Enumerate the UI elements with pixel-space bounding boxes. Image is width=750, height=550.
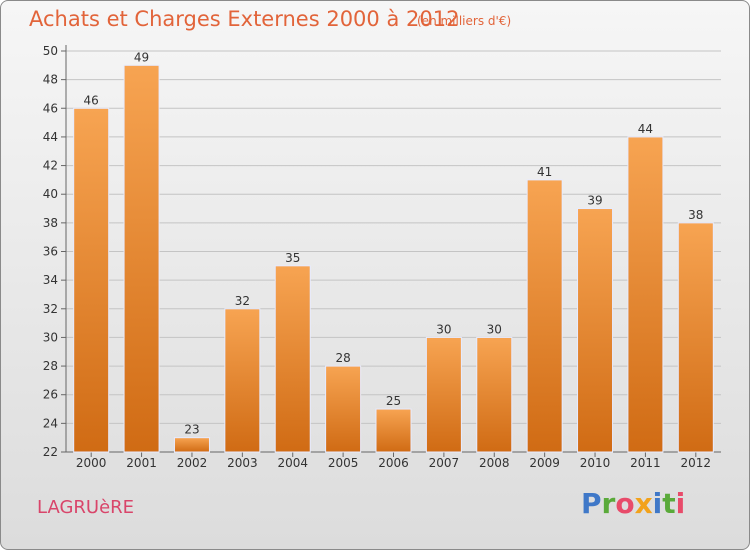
x-tick-label: 2006 xyxy=(378,456,409,470)
x-tick-label: 2011 xyxy=(630,456,661,470)
chart-title: Achats et Charges Externes 2000 à 2012 xyxy=(29,7,460,31)
data-label-2002: 23 xyxy=(184,423,199,437)
y-tick-label: 26 xyxy=(43,388,58,402)
bar-2001 xyxy=(123,64,160,453)
y-tick-label: 50 xyxy=(43,44,58,58)
bar-2011 xyxy=(627,136,664,453)
y-tick-label: 46 xyxy=(43,101,58,115)
x-tick-label: 2012 xyxy=(681,456,712,470)
y-tick-label: 32 xyxy=(43,302,58,316)
bar-2005 xyxy=(325,365,362,453)
bar-2002 xyxy=(173,437,210,453)
grid-layer xyxy=(66,50,721,453)
x-tick-label: 2000 xyxy=(76,456,107,470)
bar-2008 xyxy=(476,336,513,453)
x-tick-label: 2002 xyxy=(177,456,208,470)
y-tick-label: 30 xyxy=(43,330,58,344)
x-tick-label: 2001 xyxy=(126,456,157,470)
bar-2012 xyxy=(677,222,714,453)
y-tick-label: 42 xyxy=(43,159,58,173)
bar-chart: 22 24 26 28 30 32 34 36 38 40 42 44 46 48 50 46 2000 49 2… xyxy=(43,44,721,470)
chart-subtitle: (en milliers d'€) xyxy=(417,14,512,28)
y-tick-label: 38 xyxy=(43,216,58,230)
x-tick-label: 2007 xyxy=(429,456,460,470)
x-tick-label: 2010 xyxy=(580,456,611,470)
bar-2000 xyxy=(73,107,110,453)
y-tick-label: 44 xyxy=(43,130,58,144)
data-label-2004: 35 xyxy=(285,251,300,265)
x-tick-label: 2008 xyxy=(479,456,510,470)
data-label-2005: 28 xyxy=(335,351,350,365)
bar-layer xyxy=(73,64,714,453)
bar-2004 xyxy=(274,265,311,453)
data-label-2010: 39 xyxy=(587,194,602,208)
data-label-2003: 32 xyxy=(235,294,250,308)
data-label-2000: 46 xyxy=(84,93,99,107)
data-label-2008: 30 xyxy=(487,322,502,336)
y-tick-label: 22 xyxy=(43,445,58,459)
y-tick-label: 48 xyxy=(43,73,58,87)
bar-2009 xyxy=(526,179,563,453)
x-tick-label: 2003 xyxy=(227,456,258,470)
y-tick-label: 34 xyxy=(43,273,58,287)
data-label-2009: 41 xyxy=(537,165,552,179)
bar-2007 xyxy=(425,336,462,453)
x-tick-label: 2004 xyxy=(277,456,308,470)
bar-2003 xyxy=(224,308,261,453)
x-tick-label: 2009 xyxy=(529,456,560,470)
data-label-2007: 30 xyxy=(436,322,451,336)
label-layer: 46 2000 49 2001 23 2002 32 2003 35 2004 28 2005 25 20… xyxy=(76,50,711,470)
data-label-2001: 49 xyxy=(134,50,149,64)
x-tick-label: 2005 xyxy=(328,456,359,470)
bar-2010 xyxy=(577,208,614,453)
data-label-2006: 25 xyxy=(386,394,401,408)
bar-2006 xyxy=(375,408,412,453)
data-label-2011: 44 xyxy=(638,122,653,136)
y-tick-label: 24 xyxy=(43,416,58,430)
place-name: LAGRUèRE xyxy=(37,497,135,518)
data-label-2012: 38 xyxy=(688,208,703,222)
y-tick-label: 36 xyxy=(43,245,58,259)
proxiti-logo: Proxiti xyxy=(581,487,686,520)
y-tick-label: 40 xyxy=(43,187,58,201)
y-tick-label: 28 xyxy=(43,359,58,373)
